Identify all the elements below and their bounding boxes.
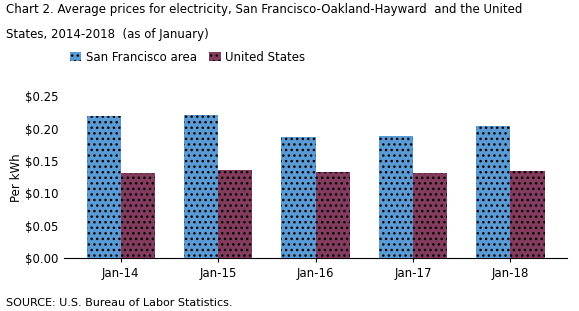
Bar [379, 136, 413, 258]
Bar [87, 116, 120, 258]
Bar [316, 172, 350, 258]
Bar [281, 137, 316, 258]
Text: SOURCE: U.S. Bureau of Labor Statistics.: SOURCE: U.S. Bureau of Labor Statistics. [6, 298, 232, 308]
Text: Chart 2. Average prices for electricity, San Francisco-Oakland-Hayward  and the : Chart 2. Average prices for electricity,… [6, 3, 522, 16]
Bar [120, 173, 155, 258]
Legend: San Francisco area, United States: San Francisco area, United States [69, 51, 306, 63]
Bar [184, 114, 218, 258]
Bar [477, 126, 511, 258]
Text: States, 2014-2018  (as of January): States, 2014-2018 (as of January) [6, 28, 208, 41]
Y-axis label: Per kWh: Per kWh [9, 153, 23, 202]
Bar [218, 169, 252, 258]
Bar [413, 173, 447, 258]
Bar [511, 171, 544, 258]
